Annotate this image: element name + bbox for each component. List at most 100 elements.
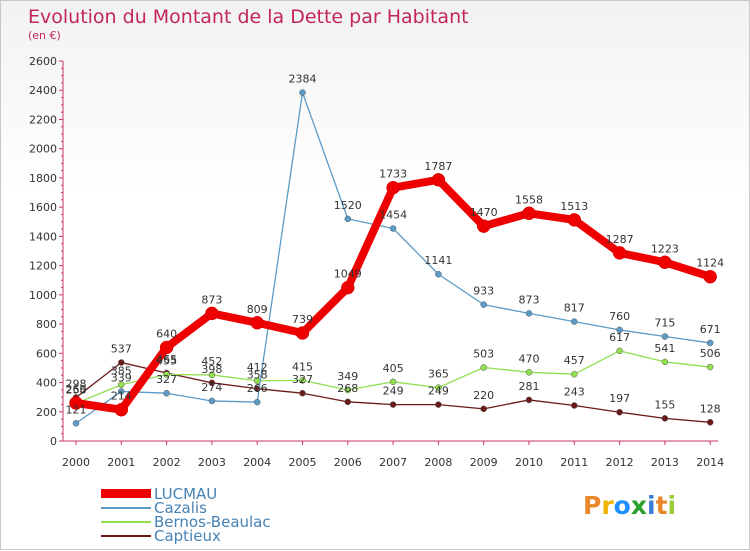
data-label: 452 [201,355,222,368]
data-label: 327 [156,373,177,386]
data-point [299,89,306,96]
y-tick-label: 1200 [29,260,57,273]
y-tick-label: 400 [36,377,57,390]
data-point [522,206,536,221]
x-tick-label: 2008 [424,456,452,469]
legend-label: LUCMAU [154,485,218,503]
x-tick-label: 2004 [243,456,271,469]
data-label: 349 [337,370,358,383]
data-point [525,369,533,376]
data-label: 358 [247,369,268,382]
data-point [616,408,623,416]
data-label: 873 [519,293,540,306]
data-label: 1470 [470,206,498,219]
data-point [480,301,487,308]
data-point [253,398,261,406]
data-point [118,381,125,388]
data-label: 537 [111,343,132,356]
x-tick-label: 2011 [560,456,588,469]
data-point [567,213,582,227]
data-label: 412 [247,361,268,374]
data-point [163,371,170,378]
y-tick-label: 1800 [29,172,57,185]
data-label: 817 [564,302,585,315]
data-point [476,219,491,233]
data-point [661,358,669,366]
legend-label: Captieux [154,527,221,545]
data-point [208,397,216,405]
x-tick-label: 2014 [696,456,724,469]
data-point [118,388,125,395]
data-point [386,180,400,195]
data-point [706,339,714,347]
data-point [616,326,623,334]
data-point [163,389,170,397]
data-label: 249 [428,385,449,398]
data-label: 506 [700,347,721,360]
data-point [525,310,533,317]
data-label: 1733 [379,168,407,181]
data-label: 715 [654,317,675,330]
data-label: 365 [428,368,449,381]
y-tick-label: 0 [50,435,57,448]
data-point [616,347,623,355]
logo-letter: r [601,491,614,520]
data-point [571,402,578,409]
data-label: 760 [609,310,630,323]
data-label: 457 [564,354,585,367]
logo-letter: i [667,491,677,520]
data-point [299,377,306,384]
data-point [661,415,669,422]
data-label: 1141 [424,254,452,267]
logo-letter: P [583,491,602,520]
data-point [250,316,264,330]
data-point [389,378,397,386]
data-label: 640 [156,327,177,340]
chart-unit: (en €) [28,29,61,42]
data-point [344,398,352,406]
x-tick-label: 2012 [606,456,634,469]
y-tick-label: 1000 [29,289,57,302]
data-point [389,401,397,408]
data-point [706,363,714,371]
data-label: 155 [654,398,675,411]
data-label: 455 [156,355,177,368]
data-point [208,371,216,379]
x-tick-label: 2005 [289,456,317,469]
x-tick-label: 2000 [62,456,90,469]
data-label: 873 [201,293,222,306]
logo-letter: o [613,491,631,520]
data-point [114,402,129,417]
data-point [295,326,310,340]
data-label: 1287 [606,233,634,246]
x-tick-label: 2009 [470,456,498,469]
data-label: 260 [66,383,87,396]
legend-swatch [101,507,151,509]
data-point [299,389,306,397]
data-point [703,269,717,284]
data-label: 339 [111,371,132,384]
data-label: 1520 [334,199,362,212]
y-tick-label: 600 [36,347,57,360]
y-tick-label: 2200 [29,113,57,126]
data-label: 243 [564,385,585,398]
data-label: 465 [156,353,177,366]
data-label: 327 [292,373,313,386]
data-label: 470 [519,352,540,365]
data-label: 1787 [424,160,452,173]
x-tick-label: 2002 [153,456,181,469]
data-point [389,225,397,232]
data-label: 1558 [515,193,543,206]
data-label: 1223 [651,242,679,255]
data-point [435,270,442,278]
data-label: 739 [292,313,313,326]
y-tick-label: 2400 [29,84,57,97]
x-tick-label: 2013 [651,456,679,469]
data-label: 415 [292,360,313,373]
data-label: 541 [654,342,675,355]
data-label: 398 [201,363,222,376]
data-point [612,246,627,260]
proxiti-logo: Proxiti [583,491,676,520]
data-label: 128 [700,402,721,415]
